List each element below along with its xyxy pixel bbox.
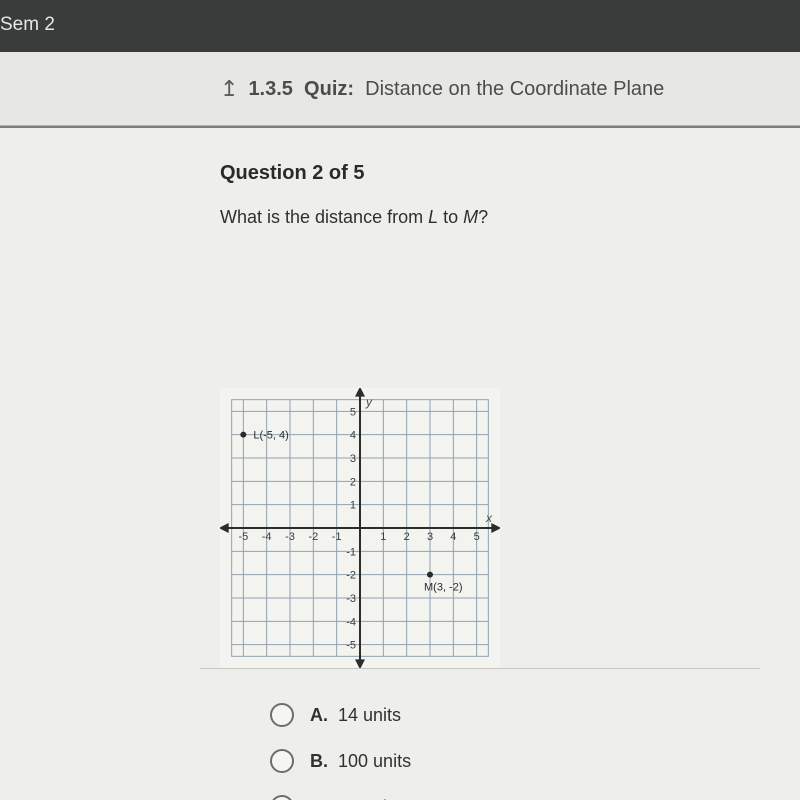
answer-list: A. 14 units B. 100 units C. 10 units D. … — [270, 703, 670, 800]
question-prompt-post: ? — [478, 207, 488, 227]
answer-option-b[interactable]: B. 100 units — [270, 749, 670, 773]
answer-label: B. 100 units — [310, 751, 411, 772]
question-var-L: L — [428, 207, 438, 227]
svg-text:-3: -3 — [346, 593, 356, 605]
answer-label: A. 14 units — [310, 705, 401, 726]
svg-text:-1: -1 — [346, 546, 356, 558]
quiz-header: ↥ 1.3.5 Quiz: Distance on the Coordinate… — [220, 76, 664, 102]
question-wrap: Question 2 of 5 What is the distance fro… — [220, 162, 740, 248]
question-var-M: M — [463, 207, 478, 227]
answer-option-c[interactable]: C. 10 units — [270, 795, 670, 800]
answer-option-a[interactable]: A. 14 units — [270, 703, 670, 727]
svg-text:-4: -4 — [262, 531, 272, 543]
question-number-text: Question 2 of 5 — [220, 162, 364, 184]
svg-text:-1: -1 — [332, 531, 342, 543]
quiz-word: Quiz: — [304, 78, 354, 100]
answer-text: 14 units — [338, 705, 401, 725]
course-name-fragment: Sem 2 — [0, 14, 55, 36]
quiz-topic: Distance on the Coordinate Plane — [365, 78, 664, 100]
section-divider — [200, 668, 760, 669]
back-arrow-icon[interactable]: ↥ — [220, 76, 238, 102]
svg-text:-2: -2 — [346, 570, 356, 582]
coordinate-plane-svg: -5-5-4-4-3-3-2-2-1-11122334455xyL(-5, 4)… — [220, 388, 500, 668]
coordinate-plane: -5-5-4-4-3-3-2-2-1-11122334455xyL(-5, 4)… — [220, 388, 500, 668]
answer-label: C. 10 units — [310, 797, 401, 800]
svg-text:-2: -2 — [308, 531, 318, 543]
svg-text:y: y — [365, 395, 373, 409]
svg-text:2: 2 — [350, 476, 356, 488]
answer-letter: C. — [310, 797, 328, 800]
svg-text:1: 1 — [350, 500, 356, 512]
question-number: Question 2 of 5 — [220, 162, 740, 185]
svg-text:4: 4 — [450, 531, 456, 543]
quiz-screen: Sem 2 ↥ 1.3.5 Quiz: Distance on the Coor… — [0, 0, 800, 800]
svg-text:-4: -4 — [346, 616, 356, 628]
question-text: What is the distance from L to M? — [220, 207, 740, 228]
answer-letter: A. — [310, 705, 328, 725]
svg-text:x: x — [485, 511, 493, 525]
quiz-header-strip: ↥ 1.3.5 Quiz: Distance on the Coordinate… — [0, 52, 800, 128]
answer-letter: B. — [310, 751, 328, 771]
svg-text:5: 5 — [474, 531, 480, 543]
svg-text:-5: -5 — [346, 640, 356, 652]
svg-text:-3: -3 — [285, 531, 295, 543]
app-top-bar: Sem 2 — [0, 0, 800, 52]
svg-text:L(-5, 4): L(-5, 4) — [253, 430, 288, 442]
radio-icon[interactable] — [270, 703, 294, 727]
radio-icon[interactable] — [270, 749, 294, 773]
svg-text:M(3, -2): M(3, -2) — [424, 582, 463, 594]
answer-text: 10 units — [338, 797, 401, 800]
svg-text:1: 1 — [380, 531, 386, 543]
question-prompt-mid: to — [443, 207, 463, 227]
quiz-title: 1.3.5 Quiz: Distance on the Coordinate P… — [248, 78, 664, 101]
svg-text:2: 2 — [404, 531, 410, 543]
svg-text:3: 3 — [350, 453, 356, 465]
svg-text:5: 5 — [350, 406, 356, 418]
svg-text:3: 3 — [427, 531, 433, 543]
content-area: Question 2 of 5 What is the distance fro… — [0, 128, 800, 800]
svg-text:-5: -5 — [238, 531, 248, 543]
svg-text:4: 4 — [350, 430, 356, 442]
answer-text: 100 units — [338, 751, 411, 771]
radio-icon[interactable] — [270, 795, 294, 800]
question-prompt-pre: What is the distance from — [220, 207, 428, 227]
quiz-code: 1.3.5 — [248, 78, 292, 100]
